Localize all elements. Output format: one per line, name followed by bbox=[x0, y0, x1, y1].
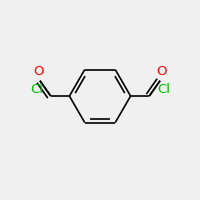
Text: Cl: Cl bbox=[30, 83, 43, 96]
Text: Cl: Cl bbox=[157, 83, 170, 96]
Text: O: O bbox=[156, 65, 167, 78]
Text: O: O bbox=[33, 65, 44, 78]
